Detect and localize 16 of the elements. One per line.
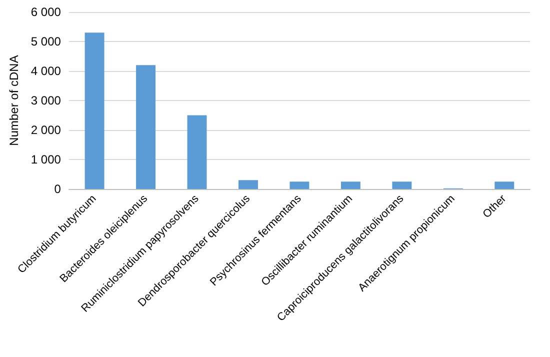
bar [238, 180, 258, 189]
y-tick-label: 0 [54, 182, 62, 196]
bar [494, 182, 514, 189]
bar [290, 182, 310, 189]
y-tick-label: 4 000 [30, 64, 62, 78]
y-tick-label: 3 000 [30, 94, 62, 108]
y-axis-title: Number of cDNA [7, 55, 21, 146]
bar [84, 32, 104, 189]
bar [392, 182, 412, 189]
bar [187, 115, 207, 189]
y-tick-label: 2 000 [30, 123, 62, 137]
bar [340, 182, 360, 189]
y-tick-label: 5 000 [30, 34, 62, 48]
y-tick-label: 1 000 [30, 152, 62, 166]
bar [136, 65, 156, 189]
y-tick-label: 6 000 [30, 5, 62, 19]
